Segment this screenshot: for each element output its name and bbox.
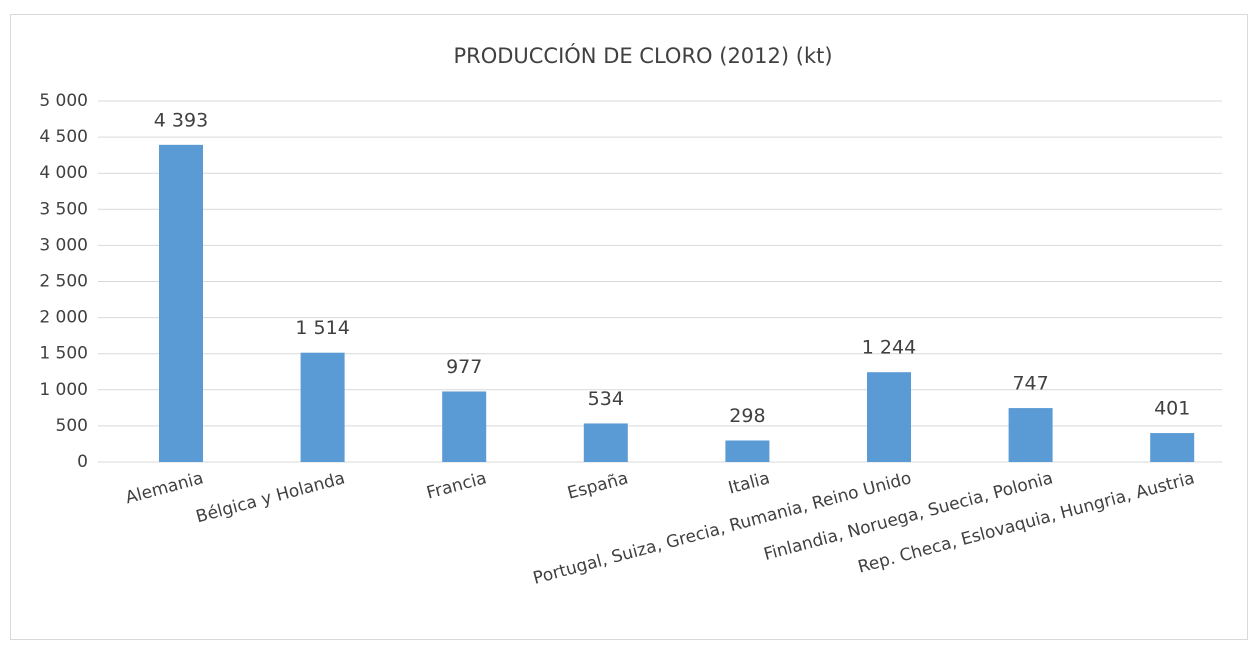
data-label: 747: [1012, 373, 1048, 395]
chart-border: [10, 14, 1248, 640]
bar: [725, 440, 770, 462]
data-label: 1 514: [295, 317, 349, 339]
y-tick-label: 5 000: [39, 91, 88, 111]
data-label: 298: [729, 405, 765, 427]
data-label: 401: [1154, 398, 1190, 420]
data-label: 1 244: [862, 337, 916, 359]
y-tick-label: 4 000: [39, 163, 88, 183]
data-label: 534: [588, 388, 624, 410]
chart-title: PRODUCCIÓN DE CLORO (2012) (kt): [453, 43, 832, 68]
bar: [867, 372, 911, 462]
y-tick-label: 2 000: [39, 308, 88, 328]
y-tick-label: 3 500: [39, 199, 88, 219]
y-tick-label: 4 500: [39, 127, 88, 147]
bar: [583, 423, 628, 462]
y-tick-label: 1 500: [39, 344, 88, 364]
y-tick-label: 3 000: [39, 235, 88, 255]
y-tick-label: 1 000: [39, 380, 88, 400]
bar: [1150, 433, 1195, 462]
bar: [159, 144, 203, 463]
y-tick-label: 0: [77, 452, 88, 472]
bar: [1008, 408, 1053, 462]
data-label: 4 393: [154, 109, 208, 131]
bar: [442, 391, 487, 462]
y-tick-label: 2 500: [39, 272, 88, 292]
bar: [300, 352, 345, 462]
data-label: 977: [446, 356, 482, 378]
y-tick-label: 500: [56, 416, 88, 436]
